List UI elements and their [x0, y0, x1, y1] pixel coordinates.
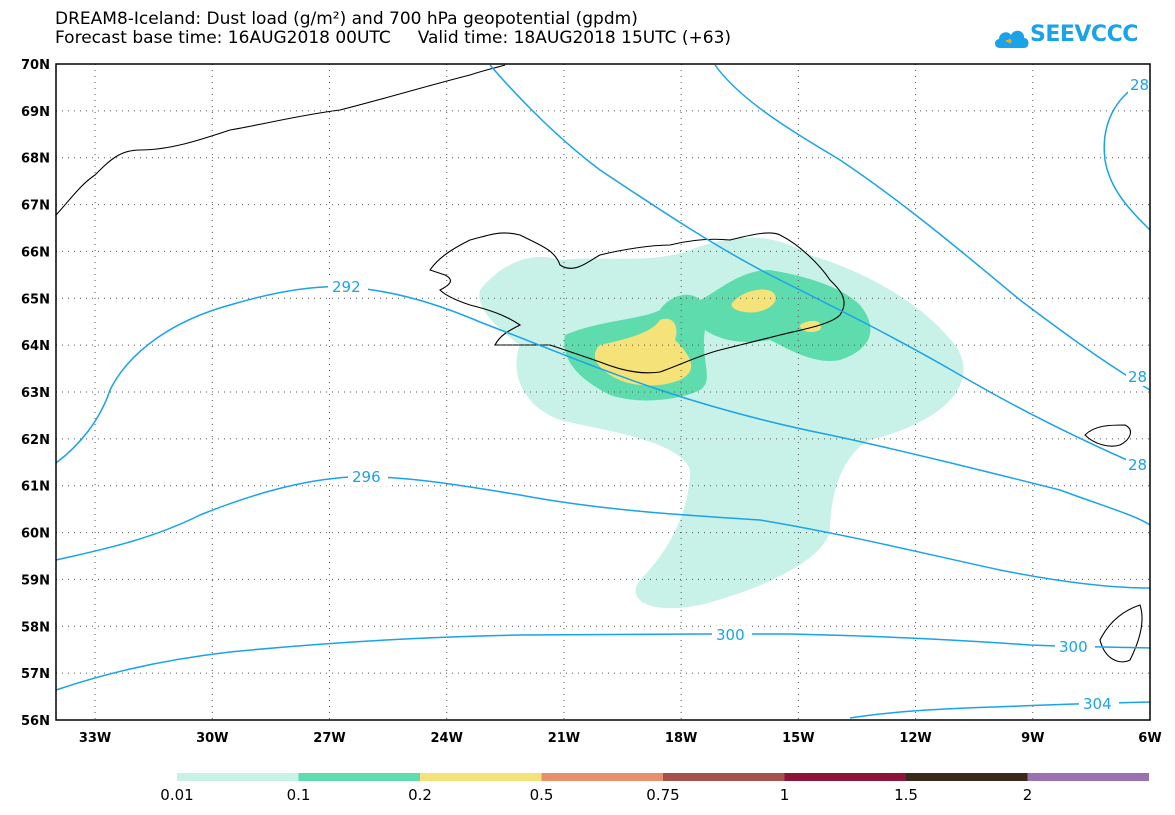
colorbar-label: 0.75 — [646, 786, 679, 804]
contour-288-c — [1103, 79, 1151, 231]
colorbar-label: 0.5 — [530, 786, 554, 804]
contour-label: 296 — [352, 468, 381, 486]
iceland-coast — [429, 232, 845, 374]
graticule — [56, 64, 1150, 720]
longitude-labels: 33W 30W 27W 24W 21W 18W 15W 12W 9W 6W — [79, 731, 1162, 746]
longitude-label: 33W — [79, 731, 111, 746]
greenland-coast — [55, 64, 506, 216]
contour-label: 292 — [332, 278, 361, 296]
colorbar-label: 2 — [1023, 786, 1033, 804]
shetland-islands — [1099, 604, 1143, 663]
latitude-label: 56N — [21, 714, 50, 729]
colorbar-swatch — [420, 773, 542, 781]
map-title-line2: Forecast base time: 16AUG2018 00UTC Vali… — [55, 28, 732, 48]
latitude-label: 64N — [21, 339, 50, 354]
dust-area-high — [731, 289, 776, 313]
longitude-label: 18W — [665, 731, 697, 746]
contour-label: 28 — [1130, 76, 1149, 94]
contour-label: 300 — [1059, 638, 1088, 656]
latitude-label: 61N — [21, 480, 50, 495]
cloud-icon — [994, 30, 1029, 48]
contour-labels: 292 296 300 300 304 28 28 28 — [328, 76, 1150, 713]
latitude-label: 66N — [21, 245, 50, 260]
contour-300 — [55, 633, 1151, 691]
coastlines — [55, 64, 1143, 663]
contour-288-b — [714, 64, 1151, 391]
colorbar-label: 1 — [780, 786, 790, 804]
latitude-label: 65N — [21, 292, 50, 307]
latitude-label: 63N — [21, 386, 50, 401]
map-frame — [55, 63, 1151, 721]
latitude-label: 60N — [21, 527, 50, 542]
latitude-label: 58N — [21, 620, 50, 635]
longitude-label: 24W — [430, 731, 462, 746]
contour-296 — [55, 476, 1151, 589]
latitude-label: 57N — [21, 667, 50, 682]
contour-label: 28 — [1128, 456, 1147, 474]
longitude-label: 21W — [548, 731, 580, 746]
colorbar-swatch — [541, 773, 663, 781]
contour-label: 304 — [1083, 695, 1112, 713]
map-title-line1: DREAM8-Iceland: Dust load (g/m²) and 700… — [55, 9, 638, 29]
longitude-label: 27W — [313, 731, 345, 746]
longitude-label: 9W — [1021, 731, 1044, 746]
dust-shading — [479, 237, 964, 609]
latitude-labels: 70N 69N 68N 67N 66N 65N 64N 63N 62N 61N 60N 59N 58N 5… — [21, 58, 50, 729]
longitude-label: 12W — [899, 731, 931, 746]
colorbar-swatch — [177, 773, 299, 781]
colorbar: 0.01 0.1 0.2 0.5 0.75 1 1.5 2 — [160, 773, 1149, 804]
latitude-label: 67N — [21, 199, 50, 214]
longitude-label: 15W — [782, 731, 814, 746]
longitude-label: 30W — [196, 731, 228, 746]
colorbar-swatch — [1027, 773, 1149, 781]
colorbar-swatch — [906, 773, 1028, 781]
contour-label: 28 — [1128, 368, 1147, 386]
colorbar-swatch — [663, 773, 785, 781]
faroe-islands — [1084, 424, 1131, 447]
colorbar-label: 0.01 — [160, 786, 193, 804]
longitude-label: 6W — [1138, 731, 1161, 746]
contour-288-a — [489, 64, 1151, 471]
latitude-label: 70N — [21, 58, 50, 73]
latitude-label: 69N — [21, 105, 50, 120]
latitude-label: 62N — [21, 433, 50, 448]
colorbar-label: 0.1 — [287, 786, 311, 804]
colorbar-swatch — [784, 773, 906, 781]
colorbar-swatch — [298, 773, 420, 781]
latitude-label: 68N — [21, 152, 50, 167]
colorbar-label: 0.2 — [408, 786, 432, 804]
contour-292 — [55, 285, 1151, 526]
colorbar-label: 1.5 — [894, 786, 918, 804]
contour-label: 300 — [716, 626, 745, 644]
logo-text: SEEVCCC — [1030, 22, 1138, 47]
latitude-label: 59N — [21, 573, 50, 588]
